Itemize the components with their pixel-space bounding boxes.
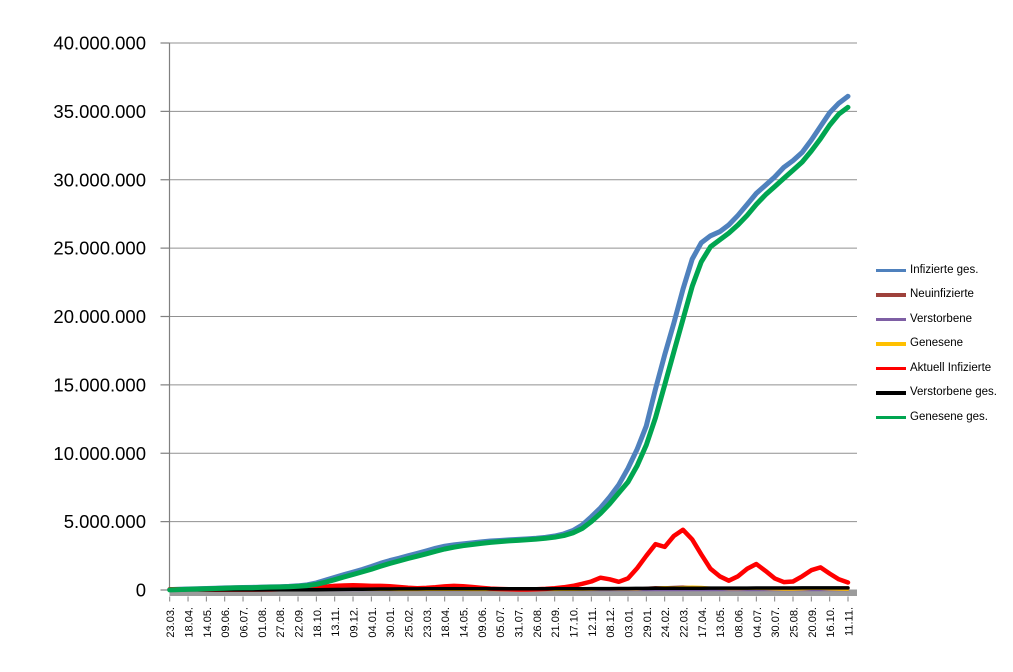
x-axis-label: 23.03.	[165, 607, 177, 638]
x-axis-label: 13.05.	[715, 607, 727, 638]
series-line-infizierte-ges-	[167, 93, 851, 593]
y-axis-label: 10.000.000	[53, 443, 146, 464]
legend-item: Neuinfizierte	[876, 283, 997, 308]
legend-item: Genesene	[876, 332, 997, 357]
x-axis-label: 30.07.	[770, 607, 782, 638]
legend-label: Verstorbene ges.	[910, 386, 997, 398]
x-axis-label: 04.07.	[752, 607, 764, 638]
legend-line-swatch	[876, 293, 906, 297]
legend-item: Genesene ges.	[876, 405, 997, 430]
x-axis-label: 13.11.	[330, 607, 342, 637]
legend-line-swatch	[876, 342, 906, 346]
legend-item: Verstorbene	[876, 307, 997, 332]
x-axis-label: 08.12.	[605, 607, 617, 638]
x-axis-label: 05.07.	[495, 607, 507, 638]
series-line-verstorbene-ges-	[167, 586, 850, 592]
x-axis-label: 30.01.	[385, 607, 397, 638]
legend-line-swatch	[876, 317, 906, 321]
y-axis-label: 35.000.000	[53, 101, 146, 122]
x-axis-label: 18.10.	[312, 607, 324, 638]
legend-line-swatch	[876, 415, 906, 419]
x-axis-label: 01.08.	[257, 607, 269, 638]
legend-label: Genesene	[910, 337, 964, 349]
x-axis-label: 25.02.	[404, 607, 416, 638]
legend-item: Aktuell Infizierte	[876, 356, 997, 381]
x-axis-label: 04.01.	[367, 607, 379, 638]
x-axis-label: 17.04.	[697, 607, 709, 638]
series-line-genesene-ges-	[167, 104, 851, 593]
x-axis-label: 16.10.	[825, 607, 837, 638]
legend-item: Verstorbene ges.	[876, 381, 997, 406]
x-axis-label: 25.08.	[789, 607, 801, 638]
x-axis-label: 24.02.	[660, 607, 672, 638]
x-axis-label: 22.09.	[294, 607, 306, 638]
x-axis-label: 09.06.	[220, 607, 232, 638]
x-axis-label: 14.05.	[202, 607, 214, 638]
y-axis-label: 20.000.000	[53, 306, 146, 327]
y-axis-label: 0	[136, 580, 146, 601]
x-axis-label: 29.01.	[642, 607, 654, 638]
x-axis-label: 09.06.	[477, 607, 489, 638]
legend-line-swatch	[876, 391, 906, 395]
x-axis-label: 20.09.	[807, 607, 819, 638]
x-axis-label: 17.10.	[569, 607, 581, 638]
legend-line-swatch	[876, 366, 906, 370]
y-axis-label: 15.000.000	[53, 374, 146, 395]
legend-label: Verstorbene	[910, 312, 973, 325]
legend-label: Genesene ges.	[910, 410, 989, 423]
chart-legend: Infizierte ges. Neuinfizierte Verstorben…	[876, 258, 997, 430]
legend-line-swatch	[876, 268, 906, 272]
y-axis-label: 25.000.000	[53, 238, 146, 259]
x-axis-line	[169, 589, 857, 596]
x-axis-label: 18.04.	[440, 607, 452, 638]
x-axis-label: 12.11.	[587, 607, 599, 637]
x-axis-label: 21.09.	[550, 607, 562, 638]
legend-label: Infizierte ges.	[910, 263, 979, 276]
y-axis-label: 5.000.000	[64, 511, 146, 532]
legend-label: Aktuell Infizierte	[910, 361, 992, 374]
x-axis-label: 26.08.	[532, 607, 544, 638]
x-axis-label: 31.07.	[514, 607, 526, 638]
x-axis-label: 22.03.	[679, 607, 691, 638]
legend-item: Infizierte ges.	[876, 258, 997, 283]
x-axis-label: 14.05.	[459, 607, 471, 638]
y-axis-label: 40.000.000	[53, 33, 146, 54]
x-axis-label: 03.01.	[624, 607, 636, 638]
x-axis-label: 27.08.	[275, 607, 287, 638]
legend-label: Neuinfizierte	[910, 288, 974, 300]
x-axis-label: 18.04.	[184, 607, 196, 638]
x-axis-label: 06.07.	[239, 607, 251, 638]
x-axis-label: 08.06.	[734, 607, 746, 638]
y-axis-label: 30.000.000	[53, 169, 146, 190]
x-axis-label: 23.03.	[422, 607, 434, 638]
x-axis-label: 09.12.	[349, 607, 361, 638]
x-axis-label: 11.11.	[844, 607, 856, 636]
